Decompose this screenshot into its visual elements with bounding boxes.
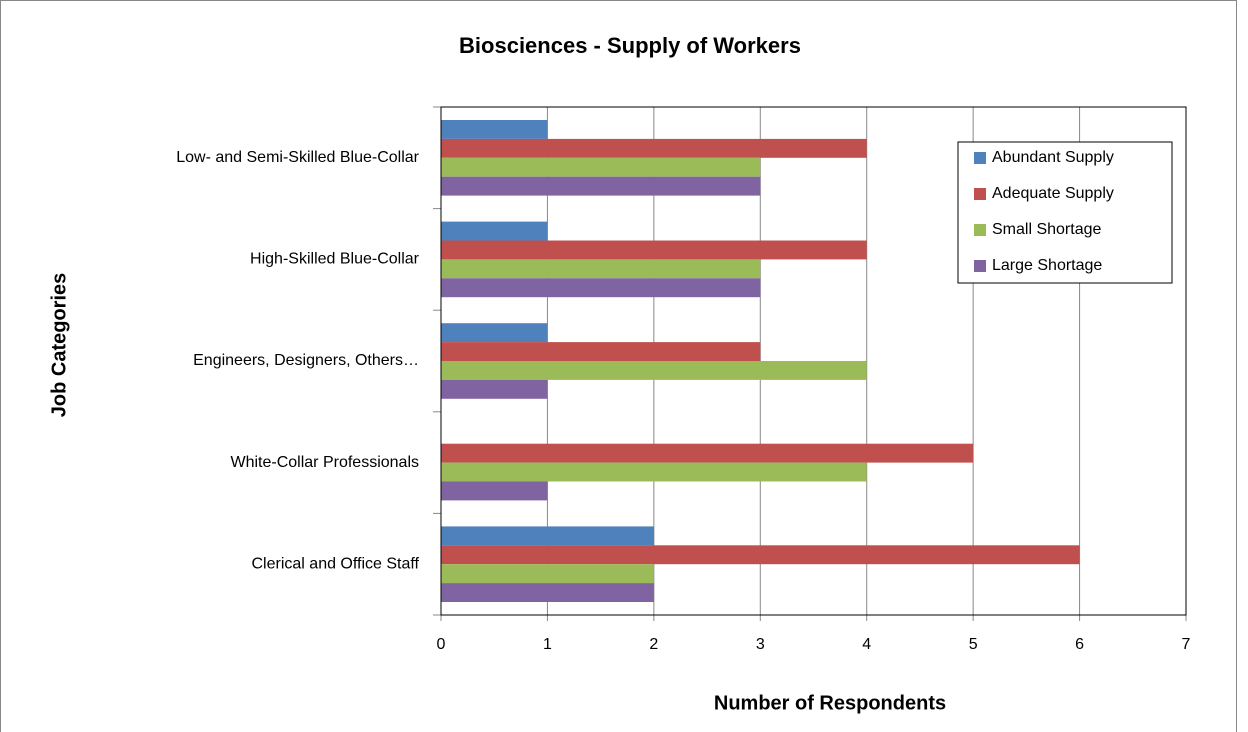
bar <box>441 278 761 298</box>
chart-title: Biosciences - Supply of Workers <box>459 33 801 58</box>
legend-label: Large Shortage <box>992 257 1102 274</box>
x-tick-label: 7 <box>1182 636 1191 653</box>
y-tick-label: Clerical and Office Staff <box>252 555 420 572</box>
x-tick-label: 6 <box>1075 636 1084 653</box>
legend-label: Small Shortage <box>992 221 1101 238</box>
bar <box>441 342 761 361</box>
bar <box>441 221 548 241</box>
y-tick-label: White-Collar Professionals <box>230 454 419 471</box>
plot-border <box>440 106 1187 616</box>
bar <box>441 545 1080 565</box>
bar <box>441 138 867 158</box>
legend-swatch <box>974 260 986 272</box>
legend-swatch <box>974 188 986 200</box>
bar <box>441 583 654 602</box>
legend <box>957 141 1173 284</box>
x-tick-label: 5 <box>969 636 978 653</box>
x-tick-label: 0 <box>437 636 446 653</box>
bar <box>441 176 761 196</box>
bar <box>441 323 548 343</box>
bar <box>441 526 654 546</box>
bar <box>441 120 548 139</box>
bar <box>441 462 867 482</box>
x-tick-label: 4 <box>862 636 871 653</box>
legend-swatch <box>974 224 986 236</box>
bar <box>441 361 867 380</box>
bar <box>441 379 548 399</box>
legend-swatch <box>974 152 986 164</box>
bar <box>441 564 654 584</box>
y-axis-label: Job Categories <box>48 273 70 417</box>
y-tick-label: High-Skilled Blue-Collar <box>250 251 420 268</box>
legend-label: Abundant Supply <box>992 149 1114 166</box>
bar <box>441 481 548 501</box>
bar <box>441 259 761 279</box>
x-tick-label: 1 <box>543 636 552 653</box>
bar <box>441 240 867 260</box>
bar <box>441 157 761 177</box>
y-tick-label: Engineers, Designers, Others… <box>193 352 419 369</box>
x-tick-label: 3 <box>756 636 765 653</box>
y-tick-label: Low- and Semi-Skilled Blue-Collar <box>176 149 419 166</box>
legend-label: Adequate Supply <box>992 185 1114 202</box>
bar <box>441 443 974 463</box>
x-tick-label: 2 <box>649 636 658 653</box>
x-axis-label: Number of Respondents <box>714 692 946 714</box>
